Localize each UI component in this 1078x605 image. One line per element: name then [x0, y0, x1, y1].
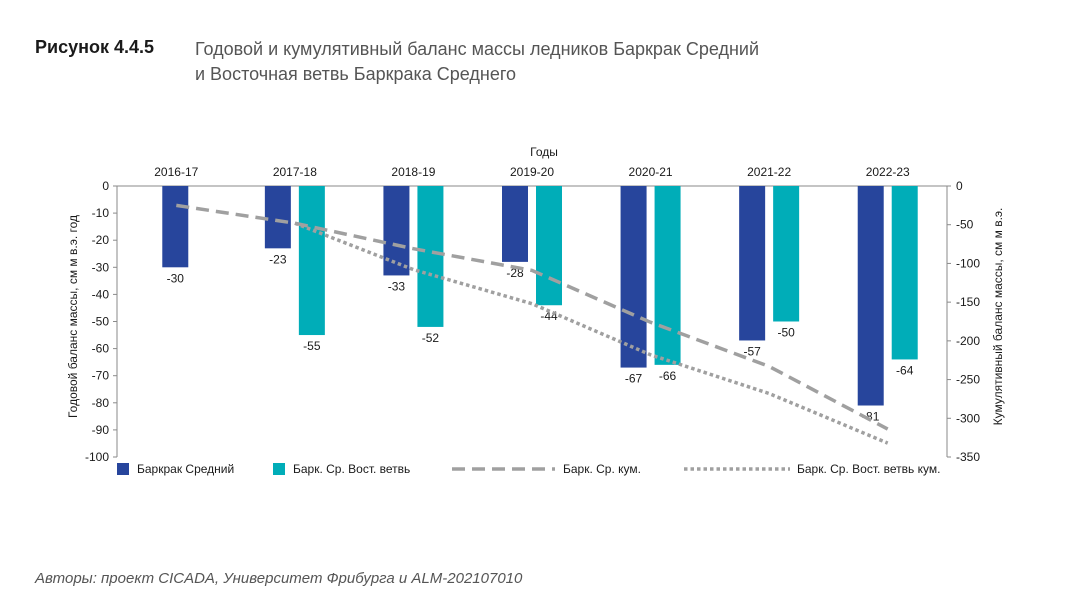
bar-data-label: -52 [422, 331, 440, 345]
y-right-tick-label: -250 [956, 373, 980, 387]
y-axis-left-title: Годовой баланс массы, см м в.э. год [66, 215, 80, 418]
y-right-tick-label: -350 [956, 450, 980, 464]
bar-data-label: -23 [269, 252, 287, 266]
y-left-tick-label: -90 [92, 423, 110, 437]
bar-main-2020-21 [620, 186, 647, 368]
x-axis-title: Годы [530, 145, 558, 159]
cumulative-line-east [294, 221, 889, 445]
y-left-tick-label: -20 [92, 233, 110, 247]
y-left-tick-label: 0 [102, 179, 109, 193]
legend-label-main-cum: Барк. Ср. кум. [563, 462, 641, 476]
y-left-tick-label: -60 [92, 342, 110, 356]
bar-main-2016-17 [162, 186, 189, 268]
bar-east-2017-18 [298, 186, 325, 336]
bar-main-2017-18 [264, 186, 291, 249]
bar-east-2021-22 [773, 186, 800, 322]
bar-data-label: -67 [625, 372, 643, 386]
y-left-tick-label: -80 [92, 396, 110, 410]
y-left-tick-label: -50 [92, 315, 110, 329]
y-left-tick-label: -70 [92, 369, 110, 383]
legend-label-east-cum: Барк. Ср. Вост. ветвь кум. [797, 462, 940, 476]
x-tick-label: 2018-19 [391, 165, 435, 179]
bar-data-label: -30 [167, 271, 185, 285]
cumulative-line-main [176, 203, 889, 431]
bar-east-2020-21 [654, 186, 681, 365]
bar-east-2019-20 [536, 186, 562, 306]
bar-east-2022-23 [891, 186, 918, 360]
y-axis-right-title: Кумулятивный баланс массы, см м в.э. [991, 208, 1005, 426]
bar-data-label: -64 [896, 363, 914, 377]
figure-title-line1: Годовой и кумулятивный баланс массы ледн… [195, 39, 759, 59]
y-left-tick-label: -40 [92, 287, 110, 301]
y-right-tick-label: -200 [956, 334, 980, 348]
bar-data-label: -33 [388, 279, 406, 293]
y-right-tick-label: 0 [956, 179, 963, 193]
bar-main-2021-22 [739, 186, 766, 341]
bar-main-2019-20 [502, 186, 528, 262]
legend-label-east: Барк. Ср. Вост. ветвь [293, 462, 410, 476]
x-tick-label: 2020-21 [629, 165, 673, 179]
x-tick-label: 2019-20 [510, 165, 554, 179]
x-tick-label: 2022-23 [866, 165, 910, 179]
legend-label-main: Баркрак Средний [137, 462, 234, 476]
y-left-tick-label: -10 [92, 206, 110, 220]
x-tick-label: 2017-18 [273, 165, 317, 179]
figure-label: Рисунок 4.4.5 [35, 37, 155, 57]
bar-data-label: -50 [777, 326, 795, 340]
legend-swatch-east [273, 463, 285, 475]
bar-data-label: -57 [743, 344, 761, 358]
legend-swatch-main [117, 463, 129, 475]
bar-main-2018-19 [383, 186, 410, 276]
bar-data-label: -55 [303, 339, 321, 353]
figure-title-line2: и Восточная ветвь Баркрака Среднего [195, 64, 517, 84]
x-tick-label: 2016-17 [154, 165, 198, 179]
x-tick-label: 2021-22 [747, 165, 791, 179]
y-right-tick-label: -300 [956, 411, 980, 425]
source-note: Авторы: проект CICADA, Университет Фрибу… [35, 570, 523, 587]
figure-title: Годовой и кумулятивный баланс массы ледн… [195, 37, 895, 87]
bar-data-label: -81 [862, 410, 880, 424]
y-right-tick-label: -150 [956, 295, 980, 309]
bar-data-label: -66 [659, 369, 677, 383]
bar-east-2018-19 [417, 186, 444, 327]
y-right-tick-label: -100 [956, 256, 980, 270]
y-right-tick-label: -50 [956, 218, 974, 232]
y-left-tick-label: -100 [85, 450, 109, 464]
mass-balance-chart: 0 -10 -20 -30 -40 -50 -60 -70 -80 -90 -100 0 -50 -100… [66, 145, 1005, 476]
bar-main-2022-23 [857, 186, 884, 406]
y-left-tick-label: -30 [92, 260, 110, 274]
